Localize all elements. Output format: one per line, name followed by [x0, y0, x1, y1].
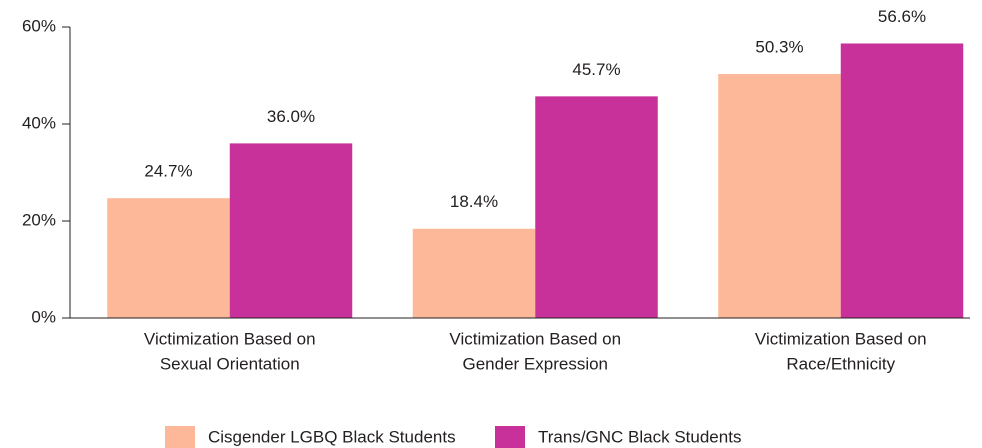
- x-tick-label: Victimization Based on: [449, 329, 621, 348]
- bar: [840, 43, 964, 319]
- legend-swatch: [165, 426, 195, 448]
- bar: [107, 198, 230, 318]
- value-label: 45.7%: [572, 60, 620, 79]
- y-tick-label: 0%: [31, 307, 56, 326]
- x-tick-label: Gender Expression: [462, 354, 608, 373]
- legend-swatch: [495, 426, 525, 448]
- y-tick-label: 40%: [22, 113, 56, 132]
- x-tick-label: Sexual Orientation: [160, 354, 300, 373]
- y-tick-label: 20%: [22, 210, 56, 229]
- x-tick-label: Victimization Based on: [144, 329, 316, 348]
- value-label: 56.6%: [878, 7, 926, 26]
- bar: [412, 228, 536, 318]
- legend-label: Cisgender LGBQ Black Students: [208, 427, 456, 446]
- value-label: 24.7%: [144, 162, 192, 181]
- value-label: 18.4%: [450, 192, 498, 211]
- y-tick-label: 60%: [22, 16, 56, 35]
- bar: [229, 143, 353, 318]
- value-label: 36.0%: [267, 107, 315, 126]
- legend-label: Trans/GNC Black Students: [538, 427, 741, 446]
- x-tick-label: Victimization Based on: [755, 329, 927, 348]
- x-tick-label: Race/Ethnicity: [786, 354, 895, 373]
- bar: [535, 96, 658, 318]
- value-label: 50.3%: [755, 38, 803, 57]
- bar: [718, 74, 841, 318]
